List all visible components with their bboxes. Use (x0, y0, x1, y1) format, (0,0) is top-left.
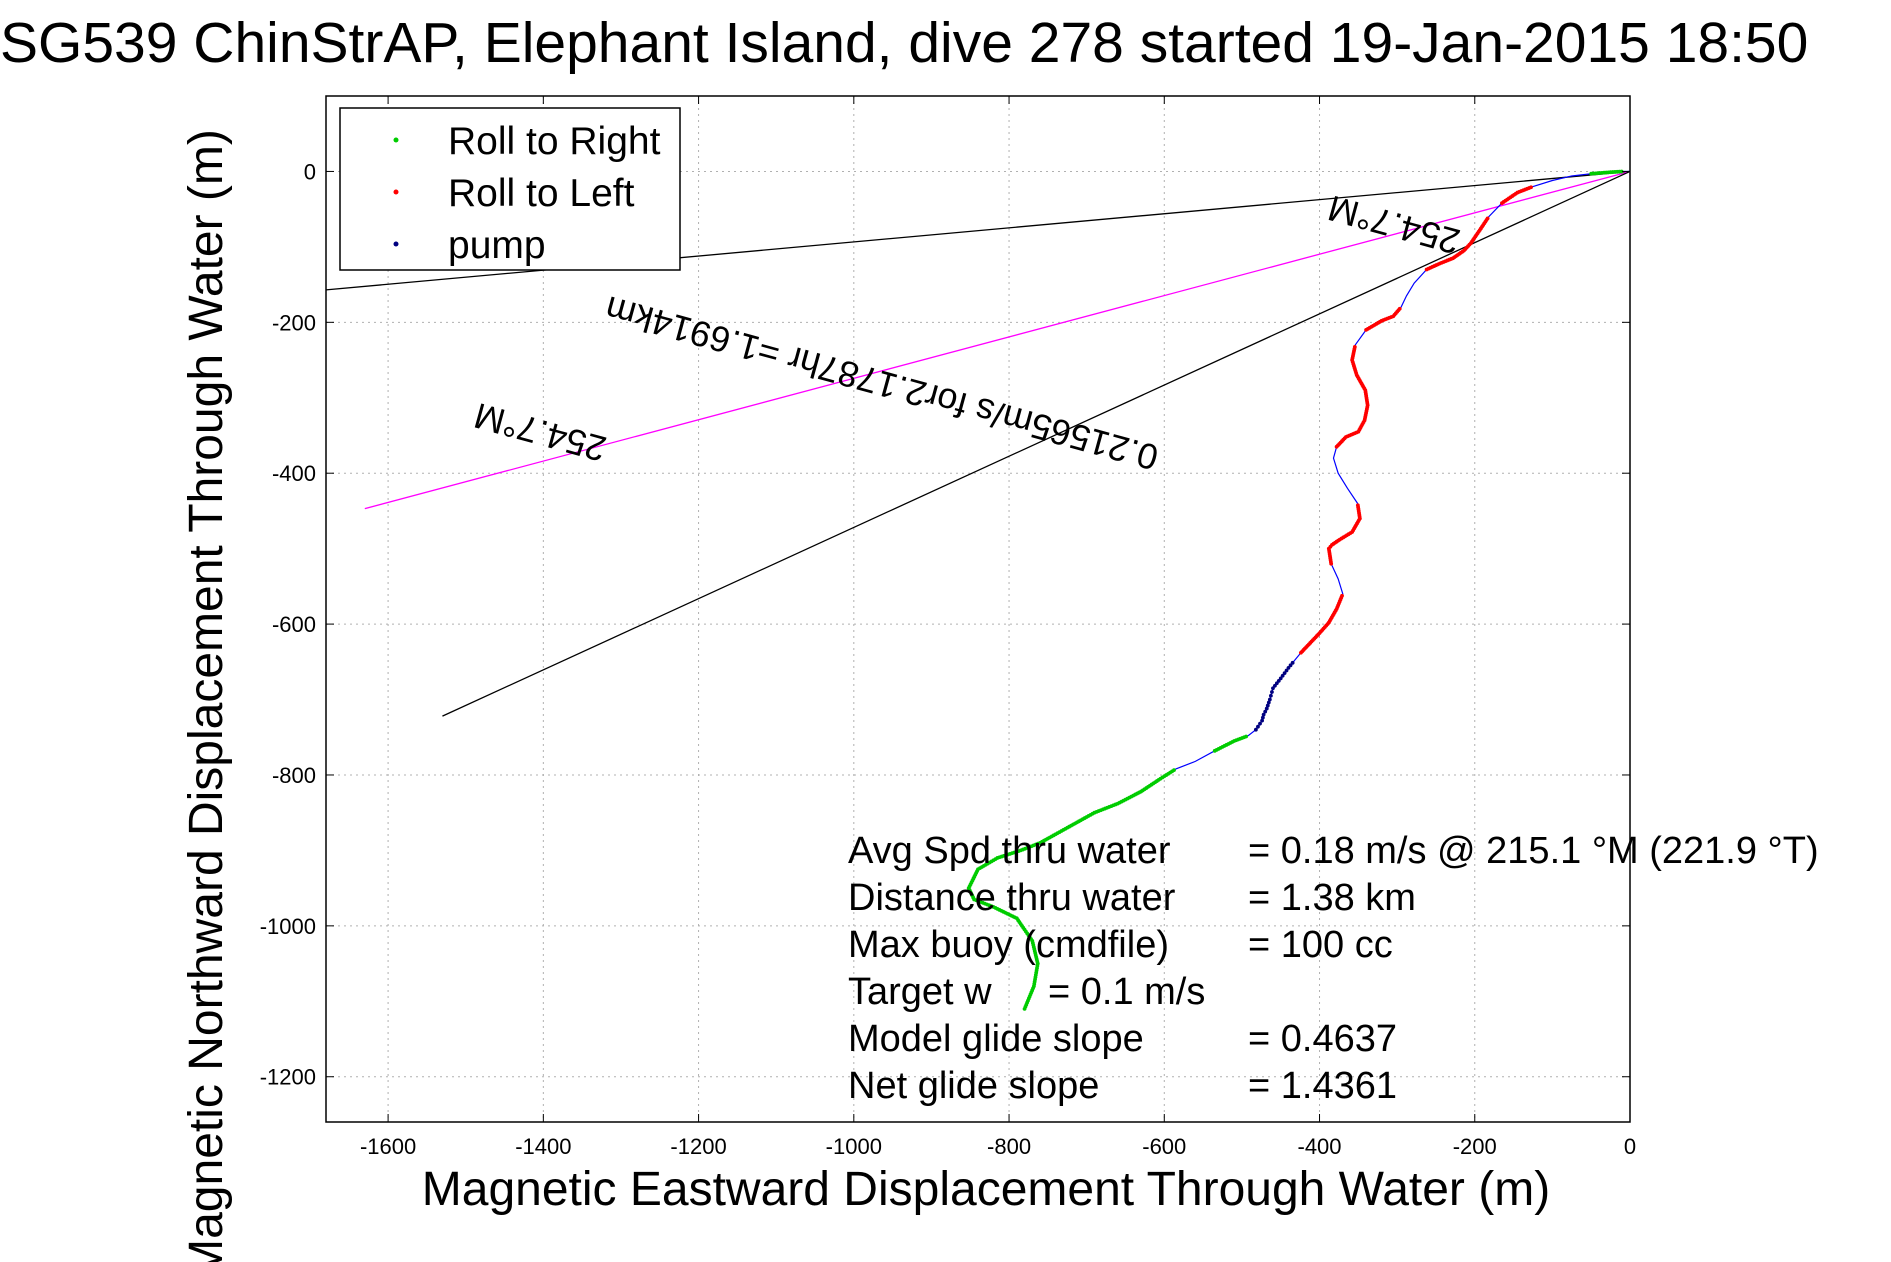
roll-left-point (1485, 216, 1490, 221)
x-tick-label: -600 (1142, 1134, 1186, 1159)
x-tick-label: 0 (1624, 1134, 1636, 1159)
pump-point (1290, 660, 1295, 665)
chart-title: SG539 ChinStrAP, Elephant Island, dive 2… (0, 11, 1808, 75)
pump-point (1263, 709, 1268, 714)
heading-annotation: 0.21565m/s for2.1787hr =1.6914km (601, 288, 1163, 478)
y-axis-ticks: 0 -200 -400 -600 -800 -1000 -1200 (260, 159, 1630, 1090)
x-tick-label: -1600 (360, 1134, 416, 1159)
legend: Roll to Right Roll to Left pump (339, 107, 681, 271)
pump-point (1253, 727, 1258, 732)
y-tick-label: -400 (272, 461, 316, 486)
y-tick-label: -200 (272, 310, 316, 335)
roll-right-point (1619, 169, 1624, 174)
heading-annotation: 254.7°M (1324, 187, 1465, 262)
roll-left-point (1340, 593, 1344, 598)
stats-panel: Avg Spd thru water = 0.18 m/s @ 215.1 °M … (848, 830, 1819, 1107)
pump-point (1284, 668, 1289, 673)
stat-value: = 1.38 km (1248, 877, 1416, 919)
y-tick-label: -800 (272, 763, 316, 788)
stat-label: Target w (848, 971, 992, 1013)
stat-value: = 0.1 m/s (1048, 971, 1205, 1013)
pump-point (1256, 724, 1260, 729)
legend-marker (393, 241, 399, 247)
pump-point (1280, 673, 1285, 678)
y-tick-label: -1000 (260, 914, 316, 939)
y-axis-label: Magnetic Northward Displacement Through … (180, 129, 233, 1262)
heading-annotation: 254.7°M (470, 395, 611, 470)
pump-point (1261, 712, 1266, 717)
roll-left-point (1529, 185, 1533, 190)
track-layer (966, 169, 1630, 1011)
pump-point (1267, 697, 1272, 702)
x-tick-label: -1200 (670, 1134, 726, 1159)
legend-marker (393, 137, 399, 143)
pump-point (1260, 718, 1264, 723)
stat-value: = 100 cc (1248, 924, 1393, 966)
y-tick-label: -1200 (260, 1065, 316, 1090)
x-tick-label: -200 (1453, 1134, 1497, 1159)
pump-point (1286, 665, 1291, 670)
pump-point (1288, 663, 1293, 668)
y-tick-label: -600 (272, 612, 316, 637)
reference-line-2 (364, 170, 1631, 510)
roll-left-point (1355, 503, 1360, 508)
legend-marker (393, 189, 399, 195)
legend-label: pump (448, 224, 546, 267)
stat-value: = 1.4361 (1248, 1065, 1397, 1107)
stat-value: = 0.4637 (1248, 1018, 1397, 1060)
pump-point (1266, 700, 1271, 705)
grid (326, 96, 1631, 1122)
x-axis-ticks: -1600 -1400 -1200 -1000 -800 -600 -400 -200 0 (360, 96, 1636, 1159)
pump-point (1265, 703, 1270, 708)
x-tick-label: -400 (1298, 1134, 1342, 1159)
pump-point (1270, 690, 1274, 694)
x-tick-label: -800 (987, 1134, 1031, 1159)
plot-area (325, 95, 1631, 1123)
pump-point (1264, 706, 1269, 711)
pump-point (1282, 671, 1287, 676)
roll-left-point (1397, 306, 1402, 311)
stat-label: Max buoy (cmdfile) (848, 924, 1169, 966)
stat-label: Net glide slope (848, 1065, 1099, 1107)
pump-point (1268, 693, 1273, 698)
legend-label: Roll to Left (448, 172, 635, 215)
pump-point (1278, 676, 1283, 681)
roll-right-point (1172, 768, 1176, 773)
x-tick-label: -1400 (515, 1134, 571, 1159)
x-tick-label: -1000 (826, 1134, 882, 1159)
stat-label: Avg Spd thru water (848, 830, 1171, 872)
stat-label: Distance thru water (848, 877, 1176, 919)
stat-label: Model glide slope (848, 1018, 1144, 1060)
stat-value: = 0.18 m/s @ 215.1 °M (221.9 °T) (1248, 830, 1819, 872)
roll-right-point (1244, 734, 1249, 739)
y-tick-label: 0 (304, 159, 316, 184)
roll-left-point (1352, 344, 1357, 349)
pump-point (1258, 721, 1262, 726)
legend-label: Roll to Right (448, 120, 661, 163)
reference-line-3 (442, 170, 1631, 717)
pump-point (1260, 715, 1265, 720)
x-axis-label: Magnetic Eastward Displacement Through W… (422, 1163, 1550, 1216)
